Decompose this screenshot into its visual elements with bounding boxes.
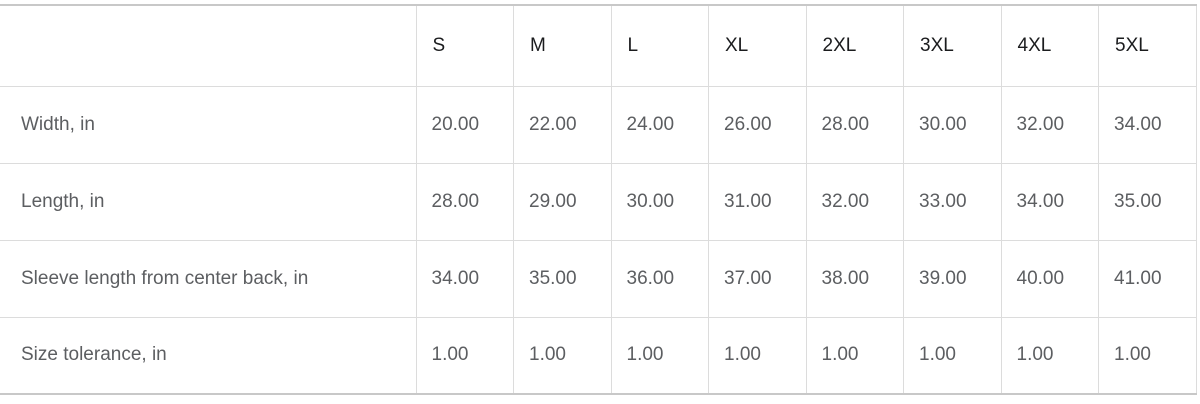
size-value-cell: 35.00 bbox=[513, 240, 612, 318]
size-value-cell: 36.00 bbox=[611, 240, 709, 318]
size-value-cell: 32.00 bbox=[1001, 86, 1099, 164]
size-value-cell: 38.00 bbox=[806, 240, 904, 318]
table-row-size-tolerance: Size tolerance, in 1.00 1.00 1.00 1.00 1… bbox=[0, 317, 1197, 395]
size-value-cell: 28.00 bbox=[806, 86, 904, 164]
size-value-cell: 29.00 bbox=[513, 163, 612, 241]
row-label: Sleeve length from center back, in bbox=[0, 240, 417, 318]
column-header-s: S bbox=[416, 5, 514, 87]
corner-cell-empty bbox=[0, 5, 417, 87]
size-value-cell: 1.00 bbox=[611, 317, 709, 395]
size-value-cell: 28.00 bbox=[416, 163, 514, 241]
size-value-cell: 30.00 bbox=[903, 86, 1002, 164]
size-value-cell: 1.00 bbox=[1001, 317, 1099, 395]
size-value-cell: 1.00 bbox=[1098, 317, 1197, 395]
size-value-cell: 22.00 bbox=[513, 86, 612, 164]
size-value-cell: 1.00 bbox=[416, 317, 514, 395]
column-header-2xl: 2XL bbox=[806, 5, 904, 87]
size-value-cell: 24.00 bbox=[611, 86, 709, 164]
size-value-cell: 1.00 bbox=[708, 317, 807, 395]
size-value-cell: 32.00 bbox=[806, 163, 904, 241]
size-value-cell: 1.00 bbox=[806, 317, 904, 395]
column-header-3xl: 3XL bbox=[903, 5, 1002, 87]
size-value-cell: 26.00 bbox=[708, 86, 807, 164]
size-value-cell: 1.00 bbox=[513, 317, 612, 395]
column-header-l: L bbox=[611, 5, 709, 87]
row-label: Size tolerance, in bbox=[0, 317, 417, 395]
column-header-4xl: 4XL bbox=[1001, 5, 1099, 87]
size-value-cell: 34.00 bbox=[1098, 86, 1197, 164]
column-header-m: M bbox=[513, 5, 612, 87]
column-header-xl: XL bbox=[708, 5, 807, 87]
column-header-5xl: 5XL bbox=[1098, 5, 1197, 87]
size-value-cell: 30.00 bbox=[611, 163, 709, 241]
row-label: Length, in bbox=[0, 163, 417, 241]
size-value-cell: 33.00 bbox=[903, 163, 1002, 241]
size-value-cell: 37.00 bbox=[708, 240, 807, 318]
size-chart-table: S M L XL 2XL 3XL 4XL 5XL Width, in 20.00… bbox=[0, 4, 1197, 395]
table-row-sleeve-length: Sleeve length from center back, in 34.00… bbox=[0, 240, 1197, 318]
size-value-cell: 40.00 bbox=[1001, 240, 1099, 318]
table-row-length: Length, in 28.00 29.00 30.00 31.00 32.00… bbox=[0, 163, 1197, 241]
size-value-cell: 41.00 bbox=[1098, 240, 1197, 318]
size-value-cell: 39.00 bbox=[903, 240, 1002, 318]
size-chart-container: S M L XL 2XL 3XL 4XL 5XL Width, in 20.00… bbox=[0, 4, 1197, 395]
size-value-cell: 31.00 bbox=[708, 163, 807, 241]
table-row-width: Width, in 20.00 22.00 24.00 26.00 28.00 … bbox=[0, 86, 1197, 164]
size-value-cell: 1.00 bbox=[903, 317, 1002, 395]
size-value-cell: 35.00 bbox=[1098, 163, 1197, 241]
row-label: Width, in bbox=[0, 86, 417, 164]
size-value-cell: 20.00 bbox=[416, 86, 514, 164]
size-value-cell: 34.00 bbox=[1001, 163, 1099, 241]
header-row: S M L XL 2XL 3XL 4XL 5XL bbox=[0, 5, 1197, 87]
size-value-cell: 34.00 bbox=[416, 240, 514, 318]
